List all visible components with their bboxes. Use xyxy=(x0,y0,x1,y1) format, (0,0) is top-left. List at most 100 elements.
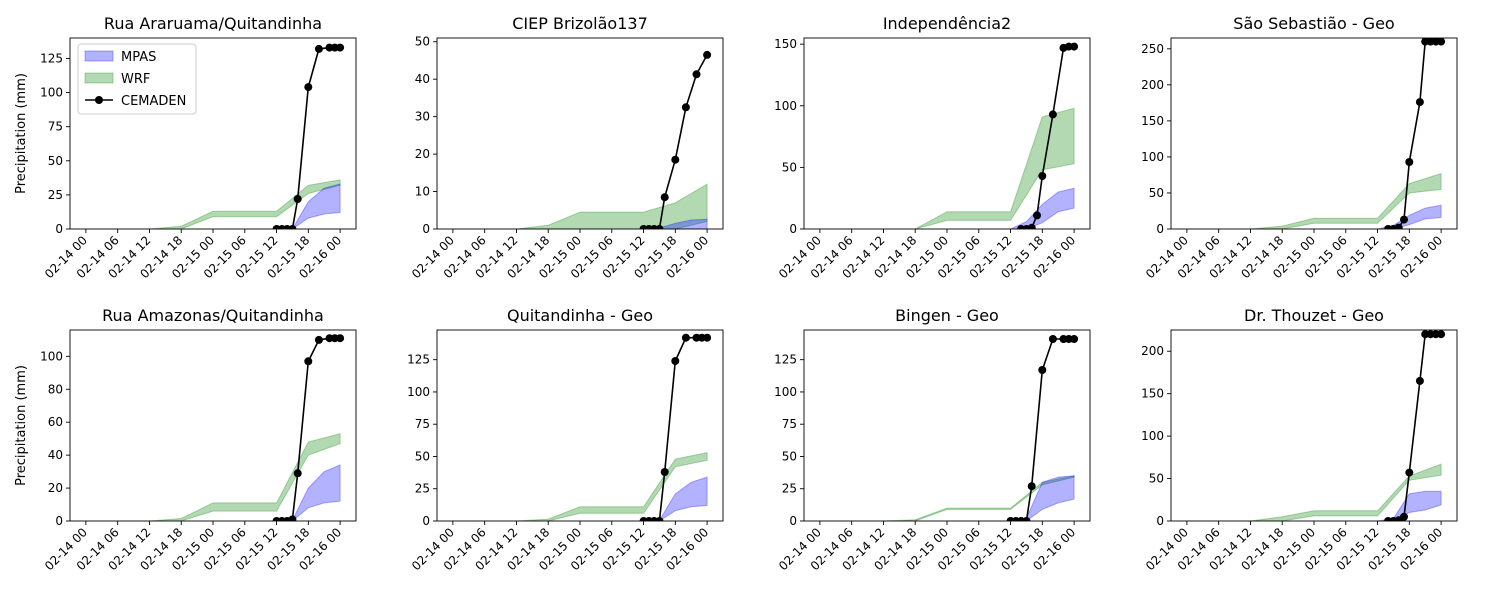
wrf-band xyxy=(85,433,341,521)
y-tick-label: 200 xyxy=(1141,344,1164,358)
y-tick-label: 150 xyxy=(774,37,797,51)
y-tick-label: 100 xyxy=(407,385,430,399)
cemaden-point xyxy=(681,333,690,342)
cemaden-point xyxy=(314,44,323,53)
legend-mpas-swatch xyxy=(84,50,114,62)
y-tick-label: 250 xyxy=(1141,42,1164,56)
mpas-band xyxy=(276,183,341,229)
y-tick-label: 150 xyxy=(1141,114,1164,128)
cemaden-point xyxy=(1437,330,1446,339)
wrf-band xyxy=(452,183,708,229)
y-tick-label: 75 xyxy=(782,417,797,431)
wrf-band xyxy=(85,179,341,229)
y-tick-label: 50 xyxy=(415,35,430,49)
cemaden-point xyxy=(655,517,664,521)
cemaden-point xyxy=(681,103,690,112)
plot-area xyxy=(819,42,1079,229)
subplot-title: CIEP Brizolão137 xyxy=(512,14,648,33)
cemaden-point xyxy=(655,225,664,229)
y-tick-label: 100 xyxy=(1141,150,1164,164)
cemaden-point xyxy=(1027,223,1036,229)
cemaden-point xyxy=(1415,98,1424,107)
y-tick-label: 50 xyxy=(782,449,797,463)
cemaden-point xyxy=(692,70,701,79)
cemaden-point xyxy=(1070,42,1079,51)
y-tick-label: 20 xyxy=(415,147,430,161)
y-tick-label: 100 xyxy=(774,385,797,399)
y-tick-label: 0 xyxy=(55,222,63,236)
plot-area xyxy=(452,50,712,229)
y-tick-label: 0 xyxy=(422,222,430,236)
cemaden-point xyxy=(1394,223,1403,229)
y-tick-label: 60 xyxy=(48,415,63,429)
wrf-band xyxy=(819,475,1075,521)
subplot-title: São Sebastião - Geo xyxy=(1233,14,1394,33)
cemaden-point xyxy=(660,468,669,476)
cemaden-point xyxy=(1048,110,1057,119)
y-tick-label: 125 xyxy=(774,353,797,367)
cemaden-point xyxy=(671,155,680,164)
y-tick-label: 50 xyxy=(782,160,797,174)
y-tick-label: 50 xyxy=(1149,472,1164,486)
wrf-band xyxy=(1186,172,1442,229)
cemaden-point xyxy=(288,225,297,229)
cemaden-point xyxy=(1033,211,1041,220)
cemaden-point xyxy=(660,193,669,202)
legend-box xyxy=(77,43,197,115)
y-tick-label: 75 xyxy=(415,417,430,431)
cemaden-point xyxy=(1038,366,1047,374)
y-axis-label: Precipitation (mm) xyxy=(14,73,29,194)
mpas-band xyxy=(1010,475,1075,521)
y-tick-label: 10 xyxy=(415,185,430,199)
subplot-title: Independência2 xyxy=(883,14,1011,33)
cemaden-point xyxy=(1070,335,1079,343)
cemaden-point xyxy=(304,357,313,366)
cemaden-point xyxy=(1437,38,1446,46)
y-tick-label: 30 xyxy=(415,110,430,124)
plot-area xyxy=(1186,38,1446,229)
y-tick-label: 0 xyxy=(789,514,797,528)
mpas-band xyxy=(1377,490,1442,521)
y-tick-label: 0 xyxy=(55,514,63,528)
y-tick-label: 100 xyxy=(40,86,63,100)
cemaden-point xyxy=(336,43,345,52)
y-tick-label: 50 xyxy=(415,449,430,463)
legend-mpas-label: MPAS xyxy=(121,50,156,65)
cemaden-point xyxy=(1022,517,1031,521)
cemaden-point xyxy=(1400,512,1408,521)
legend-cemaden-label: CEMADEN xyxy=(121,94,186,109)
legend-cemaden-marker xyxy=(95,96,103,104)
y-tick-label: 100 xyxy=(1141,429,1164,443)
y-axis-label: Precipitation (mm) xyxy=(14,365,29,486)
y-tick-label: 20 xyxy=(48,481,63,495)
cemaden-point xyxy=(336,334,345,343)
mpas-band xyxy=(643,476,708,521)
cemaden-point xyxy=(314,335,323,344)
subplot-title: Quitandinha - Geo xyxy=(507,306,653,325)
legend: MPAS WRF CEMADEN xyxy=(77,43,197,115)
y-tick-label: 0 xyxy=(789,222,797,236)
y-tick-label: 40 xyxy=(415,72,430,86)
y-tick-label: 125 xyxy=(40,51,63,65)
cemaden-point xyxy=(293,469,302,478)
y-tick-label: 80 xyxy=(48,382,63,396)
plot-area xyxy=(85,43,345,229)
y-tick-label: 50 xyxy=(48,154,63,168)
y-tick-label: 25 xyxy=(782,482,797,496)
mpas-band xyxy=(643,218,708,229)
y-tick-label: 125 xyxy=(407,353,430,367)
cemaden-point xyxy=(1027,482,1036,491)
cemaden-point xyxy=(288,515,297,521)
cemaden-point xyxy=(703,333,712,342)
wrf-band xyxy=(452,451,708,521)
cemaden-point xyxy=(1415,376,1424,385)
subplot-title: Rua Araruama/Quitandinha xyxy=(104,14,322,33)
